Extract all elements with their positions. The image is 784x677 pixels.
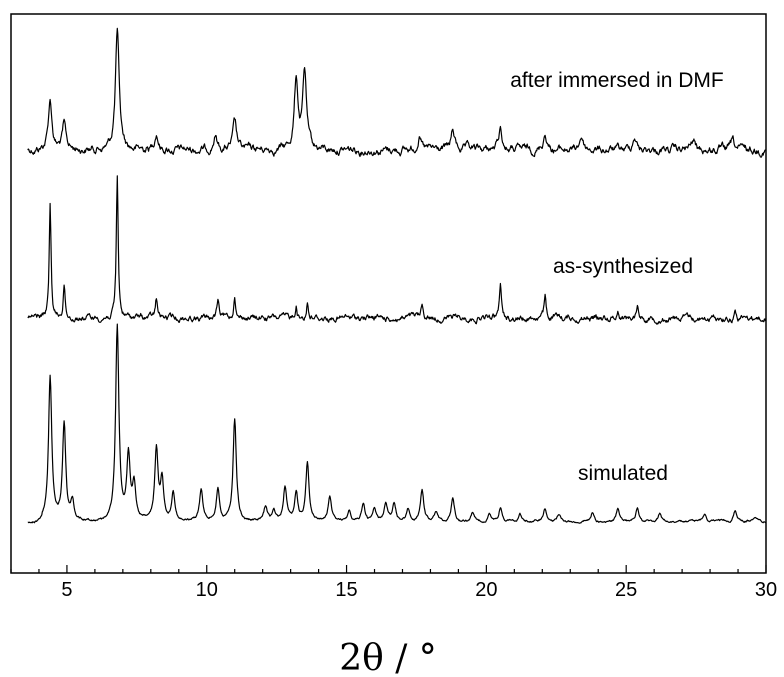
series-labels: after immersed in DMF as-synthesized simul… xyxy=(510,69,724,485)
series-traces xyxy=(27,27,767,524)
x-tick-label: 5 xyxy=(61,579,72,601)
plot-frame xyxy=(10,13,767,574)
series-label: simulated xyxy=(578,462,668,485)
x-tick-label: 30 xyxy=(755,579,777,601)
x-axis-title: 2θ / ° xyxy=(339,638,437,677)
x-axis-tick-labels: 5 10 15 20 25 30 xyxy=(61,579,777,601)
x-tick-label: 15 xyxy=(335,579,357,601)
trace-2 xyxy=(27,323,767,524)
series-label: after immersed in DMF xyxy=(510,69,724,92)
x-tick-label: 25 xyxy=(615,579,637,601)
trace-0 xyxy=(27,27,767,158)
x-tick-label: 20 xyxy=(475,579,497,601)
series-label: as-synthesized xyxy=(553,255,693,278)
x-axis-ticks xyxy=(10,565,767,573)
x-tick-label: 10 xyxy=(196,579,218,601)
trace-1 xyxy=(27,175,767,325)
